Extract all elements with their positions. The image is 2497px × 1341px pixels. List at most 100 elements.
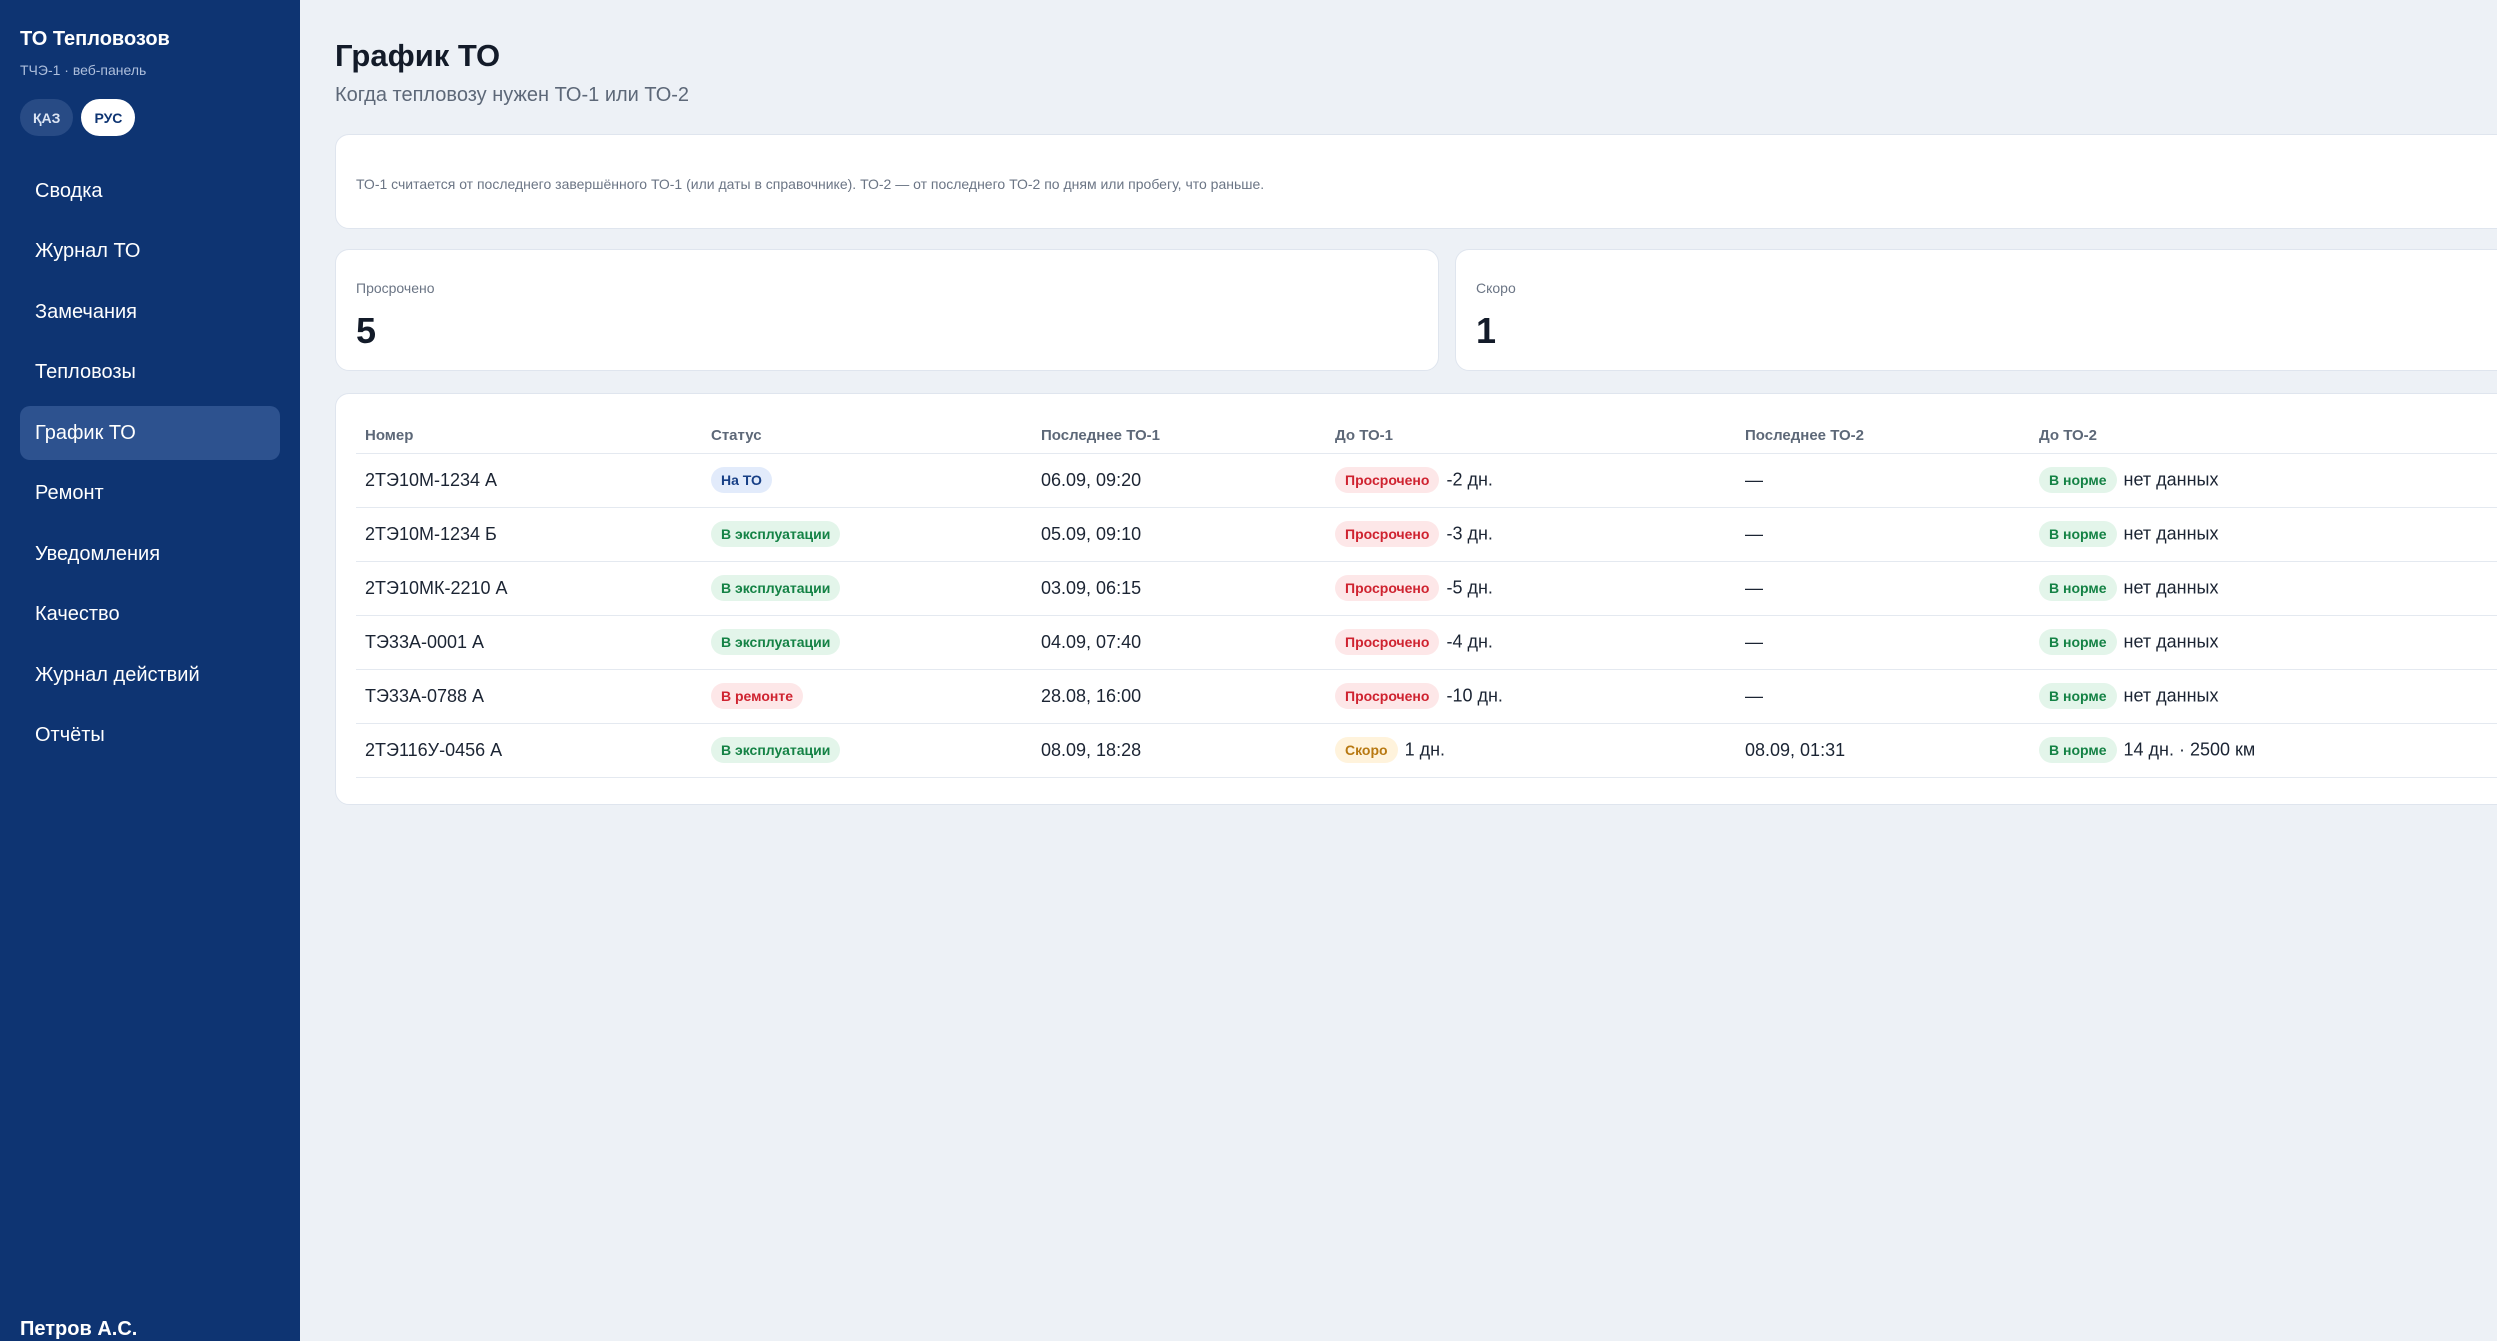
to1-due-value: -3 дн. [1446, 523, 1493, 544]
table-row[interactable]: 2ТЭ10М-1234 Б В эксплуатации 05.09, 09:1… [356, 507, 2497, 562]
to1-status-badge: Просрочено [1335, 683, 1440, 709]
stat-card-soon: Скоро 1 [1455, 249, 2497, 371]
to1-due-cell: Просрочено -3 дн. [1326, 507, 1736, 562]
to2-status-badge: В норме [2039, 467, 2117, 493]
last-to2-cell: — [1736, 561, 2030, 616]
info-card: ТО-1 считается от последнего завершённог… [335, 134, 2497, 229]
to2-due-value: нет данных [2123, 685, 2219, 706]
status-cell: В эксплуатации [702, 723, 1032, 778]
sidebar-item-locomotives[interactable]: Тепловозы [35, 361, 136, 383]
sidebar-item-action-log[interactable]: Журнал действий [35, 663, 200, 686]
stat-label: Скоро [1476, 280, 1516, 296]
to2-due-cell: В норме нет данных [2030, 615, 2497, 670]
schedule-table-card: Номер Статус Последнее ТО-1 До ТО-1 Посл… [335, 393, 2497, 805]
last-to1-cell: 08.09, 18:28 [1032, 723, 1326, 778]
to1-due-value: -10 дн. [1446, 685, 1503, 706]
info-text: ТО-1 считается от последнего завершённог… [356, 176, 1265, 192]
table-row[interactable]: 2ТЭ116У-0456 А В эксплуатации 08.09, 18:… [356, 723, 2497, 778]
last-to1-cell: 03.09, 06:15 [1032, 561, 1326, 616]
language-switch: ҚАЗ РУС [20, 99, 136, 136]
to1-due-value: 1 дн. [1404, 739, 1446, 760]
table-row[interactable]: ТЭ33А-0001 А В эксплуатации 04.09, 07:40… [356, 615, 2497, 670]
to2-status-badge: В норме [2039, 521, 2117, 547]
sidebar-item-quality[interactable]: Качество [35, 603, 120, 625]
sidebar-nav: Сводка Журнал ТО Замечания Тепловозы Гра… [20, 164, 280, 769]
to1-status-badge: Просрочено [1335, 629, 1440, 655]
status-cell: В ремонте [702, 669, 1032, 724]
status-badge: В эксплуатации [711, 629, 841, 655]
status-badge: В ремонте [711, 683, 803, 709]
sidebar-item-to-journal[interactable]: Журнал ТО [35, 240, 141, 262]
schedule-table: Номер Статус Последнее ТО-1 До ТО-1 Посл… [356, 419, 2497, 778]
lang-button-rus[interactable]: РУС [81, 99, 136, 136]
column-header-status[interactable]: Статус [702, 419, 1032, 454]
to1-status-badge: Скоро [1335, 737, 1398, 763]
sidebar-item-repair[interactable]: Ремонт [35, 482, 104, 504]
to2-due-cell: В норме нет данных [2030, 561, 2497, 616]
last-to1-cell: 28.08, 16:00 [1032, 669, 1326, 724]
sidebar-item-remarks[interactable]: Замечания [35, 300, 138, 323]
status-cell: В эксплуатации [702, 615, 1032, 670]
last-to2-cell: — [1736, 507, 2030, 562]
to1-due-cell: Просрочено -4 дн. [1326, 615, 1736, 670]
to2-status-badge: В норме [2039, 683, 2117, 709]
status-cell: На ТО [702, 453, 1032, 508]
sidebar-item-notifications[interactable]: Уведомления [35, 542, 161, 565]
stat-value: 5 [356, 310, 377, 351]
to2-due-cell: В норме нет данных [2030, 453, 2497, 508]
table-row[interactable]: 2ТЭ10МК-2210 А В эксплуатации 03.09, 06:… [356, 561, 2497, 616]
to2-due-value: нет данных [2123, 631, 2219, 652]
last-to1-cell: 04.09, 07:40 [1032, 615, 1326, 670]
status-badge: В эксплуатации [711, 575, 841, 601]
to1-due-value: -5 дн. [1446, 577, 1493, 598]
status-cell: В эксплуатации [702, 507, 1032, 562]
to2-status-badge: В норме [2039, 575, 2117, 601]
lang-button-kaz[interactable]: ҚАЗ [20, 99, 74, 136]
to1-due-cell: Скоро 1 дн. [1326, 723, 1736, 778]
to1-due-cell: Просрочено -5 дн. [1326, 561, 1736, 616]
stat-label: Просрочено [356, 280, 435, 296]
last-to1-cell: 06.09, 09:20 [1032, 453, 1326, 508]
status-badge: В эксплуатации [711, 521, 841, 547]
sidebar-item-reports[interactable]: Отчёты [35, 724, 105, 746]
to2-due-cell: В норме нет данных [2030, 669, 2497, 724]
to2-due-value: нет данных [2123, 469, 2219, 490]
to2-due-value: 14 дн. · 2500 км [2123, 739, 2256, 760]
sidebar-item-to-schedule[interactable]: График ТО [20, 406, 280, 460]
to2-due-cell: В норме нет данных [2030, 507, 2497, 562]
status-cell: В эксплуатации [702, 561, 1032, 616]
last-to1-cell: 05.09, 09:10 [1032, 507, 1326, 562]
column-header-to1-due[interactable]: До ТО-1 [1326, 419, 1736, 454]
last-to2-cell: — [1736, 615, 2030, 670]
main-content: График ТО Когда тепловозу нужен ТО-1 или… [300, 0, 2497, 1341]
table-row[interactable]: 2ТЭ10М-1234 А На ТО 06.09, 09:20 Просроч… [356, 453, 2497, 508]
to1-due-cell: Просрочено -2 дн. [1326, 453, 1736, 508]
to1-status-badge: Просрочено [1335, 521, 1440, 547]
to2-due-cell: В норме 14 дн. · 2500 км [2030, 723, 2497, 778]
sidebar-item-summary[interactable]: Сводка [35, 179, 103, 202]
to2-status-badge: В норме [2039, 629, 2117, 655]
table-row[interactable]: ТЭ33А-0788 А В ремонте 28.08, 16:00 Прос… [356, 669, 2497, 724]
to1-due-value: -2 дн. [1446, 469, 1493, 490]
to2-due-value: нет данных [2123, 577, 2219, 598]
to2-status-badge: В норме [2039, 737, 2117, 763]
app-title: ТО Тепловозов [20, 28, 170, 50]
stat-card-overdue: Просрочено 5 [335, 249, 1439, 371]
status-badge: На ТО [711, 467, 772, 493]
user-name[interactable]: Петров А.С. [20, 1318, 138, 1340]
locomotive-number: 2ТЭ10МК-2210 А [356, 561, 702, 616]
last-to2-cell: — [1736, 669, 2030, 724]
locomotive-number: ТЭ33А-0001 А [356, 615, 702, 670]
column-header-number[interactable]: Номер [356, 419, 702, 454]
to1-status-badge: Просрочено [1335, 467, 1440, 493]
locomotive-number: 2ТЭ10М-1234 Б [356, 507, 702, 562]
locomotive-number: 2ТЭ116У-0456 А [356, 723, 702, 778]
column-header-last-to2[interactable]: Последнее ТО-2 [1736, 419, 2030, 454]
page-subtitle: Когда тепловозу нужен ТО-1 или ТО-2 [335, 84, 690, 106]
page-title: График ТО [335, 38, 501, 73]
sidebar: ТО Тепловозов ТЧЭ-1 · веб-панель ҚАЗ РУС… [0, 0, 300, 1341]
column-header-last-to1[interactable]: Последнее ТО-1 [1032, 419, 1326, 454]
last-to2-cell: 08.09, 01:31 [1736, 723, 2030, 778]
locomotive-number: 2ТЭ10М-1234 А [356, 453, 702, 508]
column-header-to2-due[interactable]: До ТО-2 [2030, 419, 2497, 454]
